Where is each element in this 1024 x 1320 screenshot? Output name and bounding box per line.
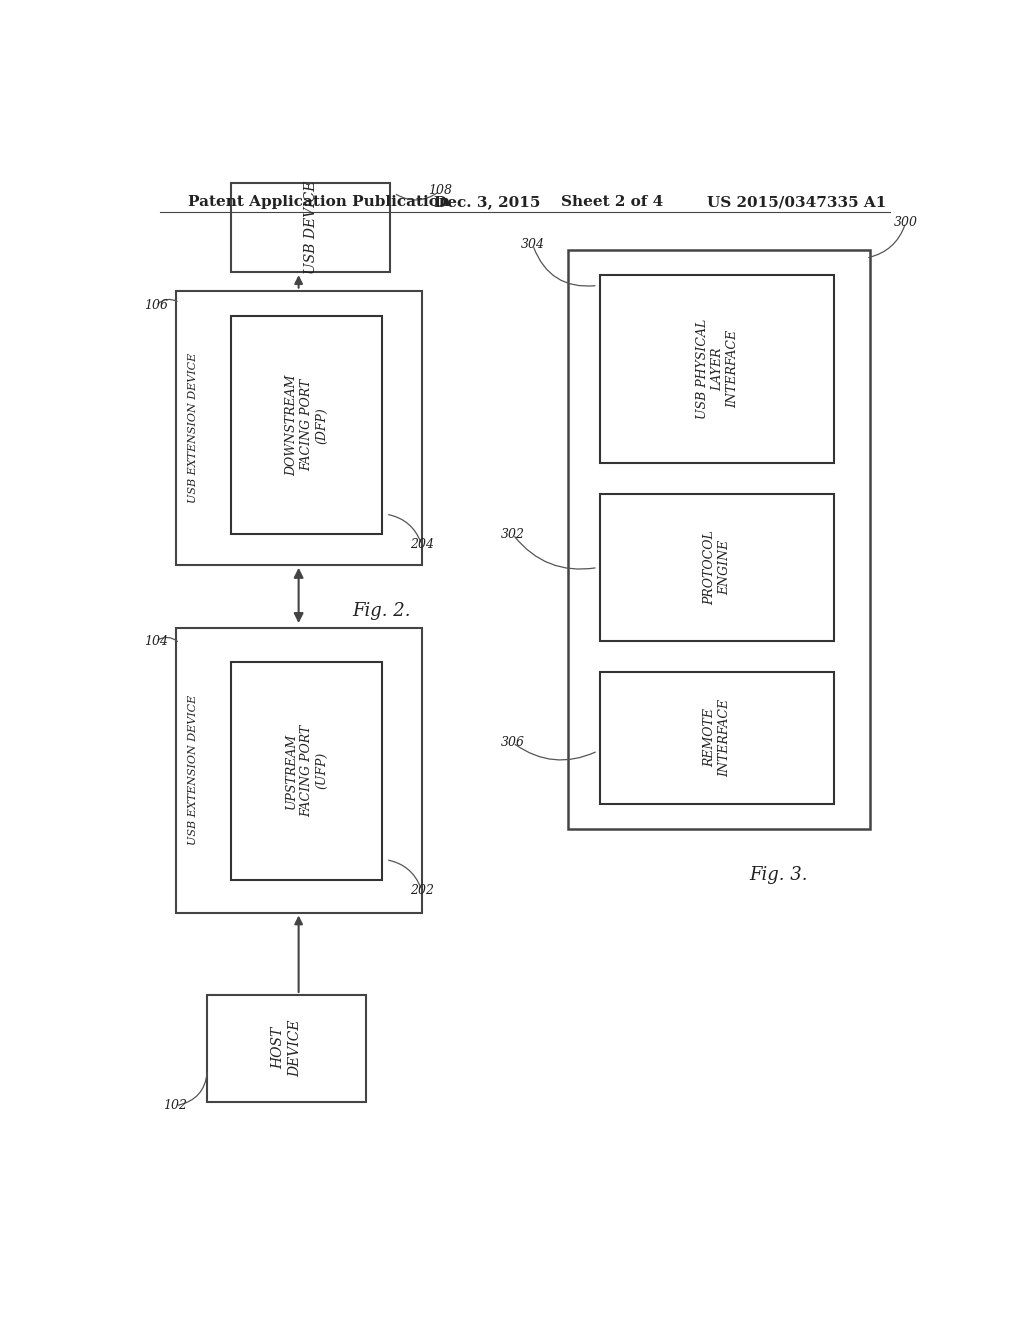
Bar — [231, 661, 382, 880]
Bar — [231, 182, 390, 272]
Text: 304: 304 — [521, 239, 545, 251]
Text: USB EXTENSION DEVICE: USB EXTENSION DEVICE — [188, 696, 198, 845]
Text: UPSTREAM
FACING PORT
(UFP): UPSTREAM FACING PORT (UFP) — [285, 725, 328, 817]
Text: 302: 302 — [501, 528, 525, 541]
Text: 202: 202 — [410, 883, 433, 896]
Text: REMOTE
INTERFACE: REMOTE INTERFACE — [703, 698, 731, 776]
Text: USB DEVICE: USB DEVICE — [303, 181, 317, 275]
Bar — [231, 315, 382, 535]
Text: Fig. 2.: Fig. 2. — [352, 602, 412, 619]
Text: 106: 106 — [143, 300, 168, 313]
Bar — [600, 672, 835, 804]
Text: 204: 204 — [410, 539, 433, 552]
Text: Dec. 3, 2015: Dec. 3, 2015 — [433, 195, 540, 209]
Text: 108: 108 — [428, 185, 452, 198]
Bar — [207, 995, 367, 1102]
Bar — [176, 628, 422, 912]
Bar — [600, 494, 835, 642]
Text: PROTOCOL
ENGINE: PROTOCOL ENGINE — [703, 531, 731, 605]
Bar — [176, 290, 422, 565]
Text: Fig. 3.: Fig. 3. — [750, 866, 808, 884]
Text: HOST
DEVICE: HOST DEVICE — [271, 1019, 302, 1077]
Text: 300: 300 — [894, 216, 918, 228]
Text: USB EXTENSION DEVICE: USB EXTENSION DEVICE — [188, 352, 198, 503]
Text: 306: 306 — [501, 737, 525, 750]
Text: Patent Application Publication: Patent Application Publication — [187, 195, 450, 209]
Text: 102: 102 — [164, 1100, 187, 1113]
Text: DOWNSTREAM
FACING PORT
(DFP): DOWNSTREAM FACING PORT (DFP) — [285, 375, 328, 477]
Text: 104: 104 — [143, 635, 168, 648]
Text: USB PHYSICAL
LAYER
INTERFACE: USB PHYSICAL LAYER INTERFACE — [695, 319, 738, 420]
Text: US 2015/0347335 A1: US 2015/0347335 A1 — [708, 195, 887, 209]
Bar — [568, 249, 870, 829]
Bar — [600, 276, 835, 463]
Text: Sheet 2 of 4: Sheet 2 of 4 — [560, 195, 663, 209]
